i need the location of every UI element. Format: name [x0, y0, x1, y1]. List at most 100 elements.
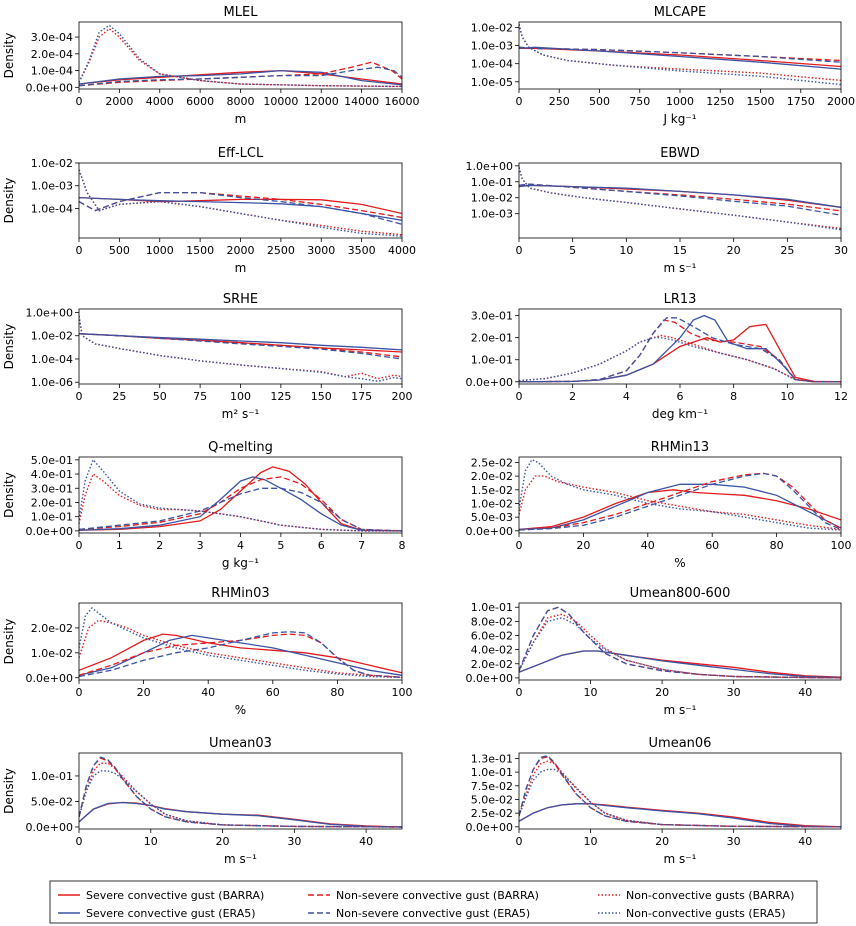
y-tick-label: 1.0e-06: [31, 376, 73, 389]
x-tick-label: 30: [287, 835, 301, 848]
legend-label: Severe convective gust (ERA5): [86, 907, 256, 920]
x-tick-label: 30: [727, 686, 741, 699]
x-tick-label: 20: [216, 835, 230, 848]
x-tick-label: 40: [201, 686, 215, 699]
chart-rhmin13: RHMin13 0 20 40 60 80 100% 0.0e+005.0e-031.0e-0…: [466, 440, 852, 570]
legend-label: Non-severe convective gust (BARRA): [336, 889, 539, 902]
x-tick-label: 6000: [186, 95, 214, 108]
legend-label: Non-convective gusts (BARRA): [626, 889, 794, 902]
y-tick-label: 5.0e-02: [31, 795, 73, 808]
series-group: [79, 607, 402, 679]
x-tick-label: 80: [330, 686, 344, 699]
series-line: [519, 606, 841, 679]
series-line: [519, 46, 841, 63]
x-tick-label: 1500: [747, 95, 775, 108]
x-tick-label: 40: [359, 835, 373, 848]
chart-ebwd: EBWD 0 5 10 15 20 25 30 m s⁻¹ 1.0e-03 1.0e-02 1.0e-…: [466, 146, 848, 275]
series-line: [519, 472, 841, 531]
x-tick-label: 0: [76, 686, 83, 699]
chart-srhe: SRHE 0 25 50 75 100 125 150 175 200 m² s⁻¹ 1.0e-06 1…: [2, 292, 413, 421]
series-line: [519, 803, 841, 828]
x-tick-label: 500: [109, 244, 130, 257]
y-tick-label: 0.0e+00: [466, 821, 513, 834]
axes-frame: [78, 752, 403, 830]
chart-title: EBWD: [660, 146, 700, 161]
y-tick-label: 1.0e-01: [471, 601, 513, 614]
chart-title: Eff-LCL: [218, 146, 264, 161]
legend-frame: [49, 880, 818, 924]
chart-title: Q-melting: [208, 440, 273, 455]
x-tick-label: 0: [76, 390, 83, 403]
series-line: [79, 633, 402, 674]
x-tick-label: 40: [798, 686, 812, 699]
y-tick-label: 2.0e-02: [471, 470, 513, 483]
x-tick-label: 4000: [388, 244, 416, 257]
x-tick-label: 80: [770, 539, 784, 552]
y-tick-label: 2.0e-02: [471, 658, 513, 671]
y-tick-label: 8.0e-02: [471, 615, 513, 628]
x-tick-label: 20: [655, 686, 669, 699]
x-tick-label: 2000: [105, 95, 133, 108]
y-tick-label: 1.0e-02: [471, 21, 513, 34]
x-tick-label: 0: [76, 95, 83, 108]
x-tick-label: 10: [584, 835, 598, 848]
x-tick-label: 1: [116, 539, 123, 552]
x-tick-label: 3: [197, 539, 204, 552]
y-tick-label: 1.0e-02: [471, 192, 513, 205]
y-tick-label: 3.0e-01: [471, 310, 513, 323]
x-tick-label: 3000: [307, 244, 335, 257]
x-tick-label: 2500: [267, 244, 295, 257]
series-group: [79, 756, 402, 828]
y-tick-label: 1.0e-01: [31, 770, 73, 783]
y-tick-label: 2.5e-02: [471, 807, 513, 820]
y-tick-label: 2.0e-01: [471, 332, 513, 345]
x-tick-label: 75: [193, 390, 207, 403]
y-axis-label: Density: [2, 33, 16, 79]
y-tick-label: 2.0e-01: [31, 496, 73, 509]
x-tick-label: 40: [798, 835, 812, 848]
chart-title: LR13: [664, 292, 697, 307]
chart-rhmin03: RHMin03 0 20 40 60 80 100% 0.0e+00 1.0e-02 2.0e-0…: [2, 586, 413, 717]
x-tick-label: 2000: [227, 244, 255, 257]
chart-mlel: MLEL 0 2000 4000 6000 8000 10000 12000 14000 1600…: [2, 5, 420, 126]
series-line: [519, 184, 841, 208]
series-line: [79, 333, 402, 358]
x-tick-label: 100: [392, 686, 413, 699]
series-group: [519, 314, 841, 383]
series-line: [79, 66, 402, 87]
axes-frame: [78, 162, 403, 239]
chart-lr13: LR13 0 2 4 6 8 10 12 deg km⁻¹ 0.0e+00 1.0e-01 2.0e-…: [466, 292, 848, 421]
axes-frame: [518, 602, 842, 681]
series-line: [79, 24, 402, 88]
x-tick-label: 10: [144, 835, 158, 848]
x-tick-label: 175: [351, 390, 372, 403]
series-group: [519, 24, 841, 86]
x-tick-label: 4: [237, 539, 244, 552]
x-tick-label: 4000: [146, 95, 174, 108]
x-tick-label: 3500: [348, 244, 376, 257]
series-line: [79, 607, 402, 679]
series-line: [79, 619, 402, 678]
chart-mlcape: MLCAPE 0 250 500 750 1000 1250 1500 1750 2000 J kg…: [471, 5, 855, 126]
chart-title: RHMin13: [651, 440, 709, 455]
y-tick-label: 0.0e+00: [26, 821, 73, 834]
chart-eff-lcl: Eff-LCL 0 500 1000 1500 2000 2500 3000 3500 4000 m…: [2, 146, 416, 275]
series-line: [519, 46, 841, 70]
y-tick-label: 0.0e+00: [26, 672, 73, 685]
x-tick-label: 150: [311, 390, 332, 403]
y-tick-label: 5.0e-03: [471, 511, 513, 524]
x-axis-label: m s⁻¹: [664, 852, 697, 866]
y-tick-label: 1.0e-02: [31, 647, 73, 660]
series-line: [79, 801, 402, 828]
y-tick-label: 1.0e-03: [31, 180, 73, 193]
series-line: [519, 475, 841, 531]
series-line: [79, 762, 402, 828]
x-axis-label: g kg⁻¹: [222, 556, 259, 570]
legend-label: Non-severe convective gust (ERA5): [336, 907, 530, 920]
x-tick-label: 0: [76, 244, 83, 257]
y-tick-label: 0.0e+00: [26, 81, 73, 94]
series-line: [79, 476, 402, 532]
x-tick-label: 500: [589, 95, 610, 108]
